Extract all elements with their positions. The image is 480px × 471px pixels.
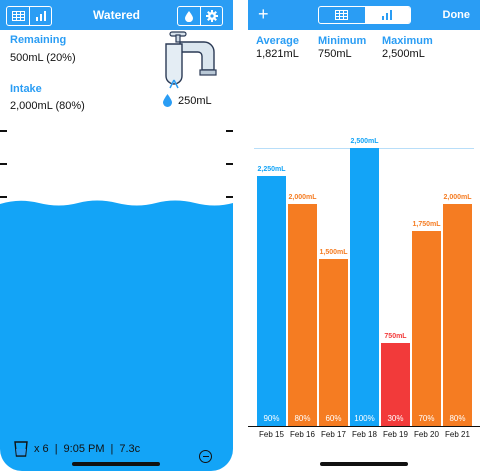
remove-drink-button[interactable] xyxy=(199,450,212,463)
add-button[interactable]: + xyxy=(258,4,269,24)
navigation-bar: Watered xyxy=(0,0,233,30)
chart-bar[interactable] xyxy=(319,259,348,426)
bar-value-label: 2,250mL xyxy=(257,165,286,173)
page-title: Watered xyxy=(93,8,140,22)
view-segmented-control xyxy=(318,6,411,24)
level-tick xyxy=(226,163,233,165)
chart-bar[interactable] xyxy=(257,175,286,426)
intake-label: Intake xyxy=(10,83,42,95)
calendar-view-button[interactable] xyxy=(319,7,365,23)
chart-view-button[interactable] xyxy=(29,7,51,25)
intake-value: 2,000mL (80%) xyxy=(10,100,85,112)
minimum-value: 750mL xyxy=(318,48,352,60)
separator: | xyxy=(54,443,58,455)
separator: | xyxy=(110,443,114,455)
x-axis-tick-label: Feb 15 xyxy=(259,430,284,439)
home-indicator xyxy=(72,462,160,466)
level-tick xyxy=(0,163,7,165)
calendar-view-button[interactable] xyxy=(7,7,29,25)
bar-percent-label: 30% xyxy=(387,414,404,423)
average-label: Average xyxy=(256,35,300,47)
navigation-bar: + Done xyxy=(248,0,480,30)
bar-value-label: 750mL xyxy=(384,332,407,340)
tracker-screen: Watered Rem xyxy=(0,0,233,471)
bar-percent-label: 90% xyxy=(263,414,280,423)
glass-count: x 6 xyxy=(34,443,49,455)
water-drop-icon xyxy=(185,10,193,22)
remaining-label: Remaining xyxy=(10,34,67,46)
x-axis-line xyxy=(248,426,480,427)
last-drink-time: 9:05 PM xyxy=(63,443,105,455)
bar-percent-label: 80% xyxy=(449,414,466,423)
chart-bar[interactable] xyxy=(412,231,441,426)
bar-value-label: 2,000mL xyxy=(288,193,317,201)
water-drop-icon xyxy=(163,94,172,107)
bar-chart-icon xyxy=(35,11,46,21)
glass-icon[interactable] xyxy=(14,441,28,457)
maximum-label: Maximum xyxy=(382,35,433,47)
action-buttons xyxy=(177,6,223,26)
bar-percent-label: 100% xyxy=(354,414,375,423)
calendar-icon xyxy=(11,11,25,21)
level-tick xyxy=(226,196,233,198)
bar-value-label: 2,000mL xyxy=(443,193,472,201)
level-tick xyxy=(0,196,7,198)
done-button[interactable]: Done xyxy=(442,9,471,21)
settings-button[interactable] xyxy=(200,7,222,25)
level-tick xyxy=(226,130,233,132)
serving-size-button[interactable] xyxy=(178,7,200,25)
gear-icon xyxy=(205,10,218,22)
intake-bar-chart: 2,250mL 90% Feb 15 2,000mL 80% Feb 16 1,500mL 6… xyxy=(248,130,480,443)
home-indicator xyxy=(320,462,408,466)
bar-percent-label: 60% xyxy=(325,414,342,423)
chart-bar[interactable] xyxy=(381,342,410,426)
x-axis-tick-label: Feb 18 xyxy=(352,430,377,439)
chart-view-button[interactable] xyxy=(364,7,410,23)
serving-size[interactable]: 250mL xyxy=(163,94,212,107)
water-level xyxy=(0,200,233,471)
bar-percent-label: 80% xyxy=(294,414,311,423)
bar-chart-icon xyxy=(382,10,393,20)
x-axis-tick-label: Feb 17 xyxy=(321,430,346,439)
bar-value-label: 1,500mL xyxy=(319,249,348,257)
calendar-icon xyxy=(335,10,349,20)
temperature: 7.3c xyxy=(119,443,141,455)
average-value: 1,821mL xyxy=(256,48,299,60)
minimum-label: Minimum xyxy=(318,35,367,47)
x-axis-tick-label: Feb 21 xyxy=(445,430,470,439)
chart-bar[interactable] xyxy=(443,203,472,426)
log-summary: x 6 | 9:05 PM | 7.3c xyxy=(14,441,140,457)
bar-value-label: 2,500mL xyxy=(350,138,379,145)
view-switcher xyxy=(6,6,52,26)
remaining-value: 500mL (20%) xyxy=(10,52,76,64)
serving-size-value: 250mL xyxy=(178,94,212,107)
bar-value-label: 1,750mL xyxy=(412,221,441,229)
x-axis-tick-label: Feb 16 xyxy=(290,430,315,439)
maximum-value: 2,500mL xyxy=(382,48,425,60)
chart-bar[interactable] xyxy=(350,148,379,426)
history-screen: + Done Average 1,821mL M xyxy=(248,0,480,471)
chart-bar[interactable] xyxy=(288,203,317,426)
bar-percent-label: 70% xyxy=(418,414,435,423)
x-axis-tick-label: Feb 19 xyxy=(383,430,408,439)
faucet-icon[interactable] xyxy=(160,30,218,90)
x-axis-tick-label: Feb 20 xyxy=(414,430,439,439)
level-tick xyxy=(0,130,7,132)
